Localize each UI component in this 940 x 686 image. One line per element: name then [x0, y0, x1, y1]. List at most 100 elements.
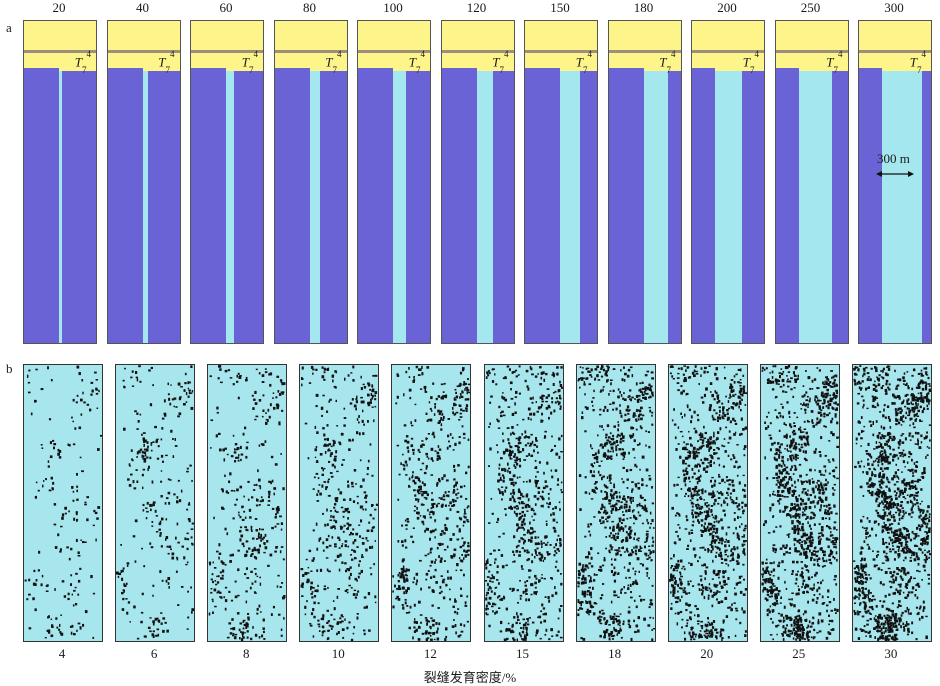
density-label: 8	[242, 646, 250, 661]
fracture-pattern	[484, 365, 563, 641]
density-label: 6	[150, 646, 158, 661]
fault-zone-panel: T74	[273, 20, 348, 344]
horizon-label: T74	[408, 49, 425, 75]
x-axis-label: 裂缝发育密度/%	[423, 670, 517, 685]
cap-layer	[441, 21, 514, 51]
fracture-density-panel	[299, 364, 380, 642]
fracture-density-panel	[667, 364, 748, 642]
fracture-density-panel	[851, 364, 932, 642]
density-label: 18	[608, 646, 622, 661]
left-block	[441, 68, 477, 343]
fracture-zone	[393, 71, 407, 343]
cap-layer	[608, 21, 681, 51]
fracture-density-panel	[759, 364, 840, 642]
fracture-zone	[142, 71, 148, 343]
fracture-zone	[715, 71, 742, 343]
fault-zone-panel: T74	[774, 20, 849, 344]
density-label: 30	[884, 646, 898, 661]
cap-layer	[525, 21, 597, 51]
horizon-label: T74	[575, 49, 592, 75]
horizon-label: T74	[909, 49, 926, 75]
upper-layer	[775, 53, 848, 71]
fault-width-label: 40	[136, 0, 149, 15]
fracture-density-panel	[391, 364, 472, 642]
fault-zone-panel: T74	[23, 20, 97, 344]
horizon-line	[608, 50, 681, 53]
fault-width-label: 80	[303, 0, 316, 15]
horizon-line	[358, 50, 430, 53]
left-block	[692, 68, 715, 343]
fracture-pattern	[852, 365, 931, 641]
fracture-zone	[560, 71, 580, 343]
fracture-pattern	[761, 365, 839, 641]
fracture-zone	[882, 71, 922, 343]
fracture-density-panel	[23, 364, 103, 642]
right-block	[831, 76, 848, 343]
fracture-zone	[226, 71, 234, 343]
horizon-line	[274, 50, 347, 53]
fault-width-label: 20	[52, 0, 66, 15]
upper-layer	[107, 53, 180, 71]
fracture-pattern	[668, 365, 747, 641]
fracture-pattern	[576, 365, 655, 641]
right-block	[922, 76, 931, 343]
fracture-density-panel	[115, 364, 196, 642]
cap-layer	[692, 21, 764, 51]
upper-layer	[859, 53, 931, 71]
fracture-pattern	[392, 365, 471, 641]
left-block	[191, 68, 226, 343]
right-block	[147, 76, 180, 343]
fault-zone-panel: T74	[691, 20, 765, 344]
density-label: 10	[331, 646, 345, 661]
fault-width-label: 200	[717, 0, 737, 15]
left-block	[525, 68, 560, 343]
fault-zone-panel: T74	[440, 20, 515, 344]
fracture-density-panel	[483, 364, 564, 642]
fault-width-label: 120	[466, 0, 487, 15]
cap-layer	[107, 21, 180, 51]
horizon-line	[441, 50, 514, 53]
fault-zone-panel: T74	[357, 20, 431, 344]
fault-zone-panel: T74	[524, 20, 598, 344]
fracture-zone	[309, 71, 321, 343]
cap-layer	[24, 21, 96, 51]
fault-width-label: 250	[800, 0, 821, 15]
upper-layer	[692, 53, 764, 71]
upper-layer	[274, 53, 347, 71]
horizon-line	[191, 50, 263, 53]
left-block	[608, 68, 644, 343]
fault-zone-panel: T74	[607, 20, 682, 344]
density-label: 12	[423, 646, 437, 661]
cap-layer	[191, 21, 263, 51]
scale-bar: 300 m	[875, 151, 915, 181]
left-block	[775, 68, 799, 343]
right-block	[406, 76, 430, 343]
density-label: 25	[792, 646, 806, 661]
fracture-density-panel	[207, 364, 288, 642]
fracture-zone	[798, 71, 832, 343]
horizon-label: T74	[826, 49, 843, 75]
upper-layer	[358, 53, 430, 71]
horizon-label: T74	[325, 49, 342, 75]
right-block	[234, 76, 263, 343]
fracture-zone	[643, 71, 668, 343]
upper-layer	[441, 53, 514, 71]
fault-width-label: 180	[633, 0, 654, 15]
horizon-label: T74	[74, 49, 91, 75]
left-block	[107, 68, 143, 343]
fault-zone-panel: T74	[190, 20, 264, 344]
fault-width-label: 100	[383, 0, 403, 15]
horizon-line	[859, 50, 931, 53]
fracture-pattern	[300, 365, 379, 641]
horizon-line	[775, 50, 848, 53]
left-block	[859, 68, 882, 343]
right-block	[741, 76, 764, 343]
upper-layer	[24, 53, 96, 71]
scale-bar-label: 300 m	[877, 151, 910, 166]
fault-zone-panel: T74	[106, 20, 181, 344]
right-block	[667, 76, 681, 343]
density-label: 4	[58, 646, 66, 661]
horizon-label: T74	[241, 49, 258, 75]
horizon-label: T74	[158, 49, 175, 75]
horizon-line	[692, 50, 764, 53]
